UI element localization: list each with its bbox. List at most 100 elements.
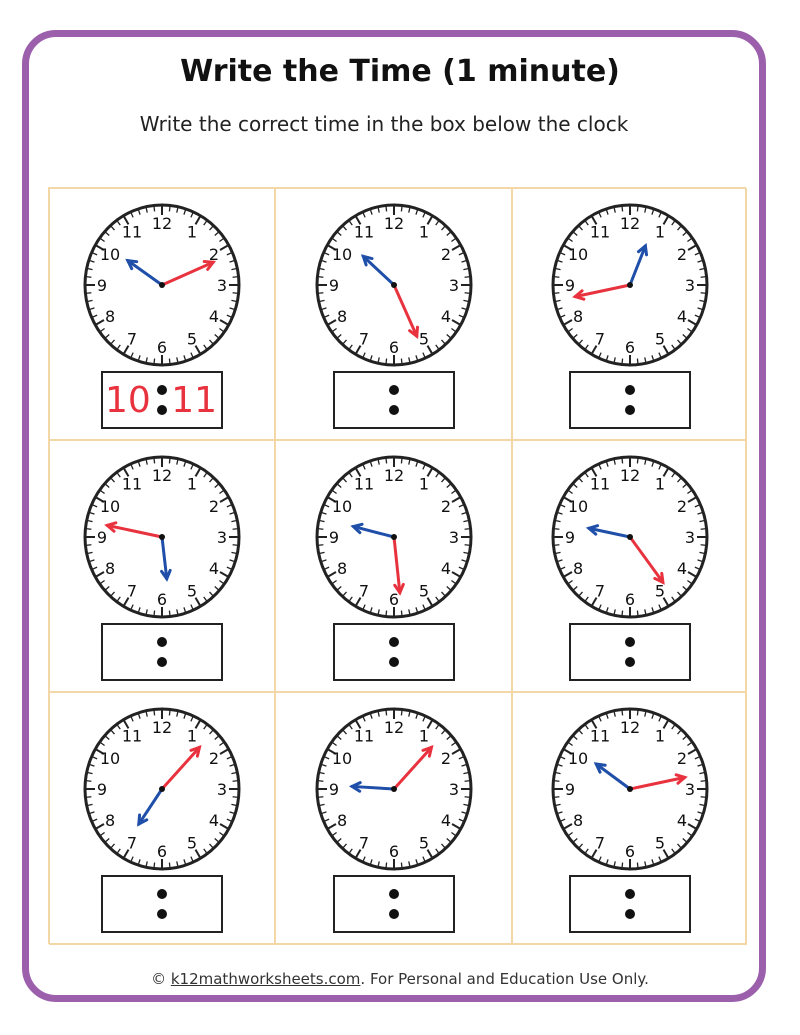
clock-number: 9 [328, 276, 338, 295]
colon-separator [157, 889, 167, 919]
minute-hand [392, 535, 405, 596]
clock-number: 1 [418, 726, 428, 745]
minute-hand [392, 745, 434, 791]
clock-number: 7 [127, 582, 137, 601]
clock-number: 4 [676, 559, 686, 578]
answer-box[interactable]: 10 11 [101, 371, 223, 429]
clock-number: 1 [187, 222, 197, 241]
clock-number: 7 [127, 834, 137, 853]
footer-link[interactable]: k12mathworksheets.com [170, 970, 361, 988]
clock-cell: 12 1 2 3 4 5 6 7 8 9 10 11 [275, 440, 512, 692]
clock-number: 1 [187, 726, 197, 745]
clock-number: 11 [122, 474, 142, 493]
answer-hour: 10 [105, 380, 151, 421]
dot [624, 637, 635, 647]
clock-cell: 12 1 2 3 4 5 6 7 8 9 10 11 [512, 440, 747, 692]
minute-hand [571, 283, 631, 301]
clock-number: 2 [209, 749, 219, 768]
dot [624, 385, 635, 395]
hour-hand [137, 787, 164, 827]
colon-separator [388, 637, 399, 667]
clock-number: 6 [388, 590, 398, 609]
clock-number: 6 [157, 338, 167, 357]
clock-pivot [626, 534, 633, 540]
minute-hand [104, 521, 164, 539]
clock-pivot [626, 282, 633, 288]
clock-number: 6 [157, 842, 167, 861]
clock-number: 2 [440, 749, 450, 768]
answer-box[interactable] [568, 623, 691, 681]
clock-number: 8 [105, 307, 115, 326]
clock-pivot [390, 282, 397, 288]
answer-box[interactable] [332, 875, 455, 933]
colon-separator [157, 637, 167, 667]
answer-box[interactable] [568, 875, 691, 933]
page-border [22, 30, 766, 1002]
clock-number: 5 [654, 582, 664, 601]
footer: © k12mathworksheets.com. For Personal an… [0, 970, 800, 988]
clock-number: 5 [418, 330, 428, 349]
clock-number: 1 [654, 474, 664, 493]
instructions: Write the correct time in the box below … [139, 112, 629, 136]
clock-number: 4 [676, 811, 686, 830]
dot [624, 657, 635, 667]
clock-number: 3 [684, 528, 694, 547]
minute-hand [628, 535, 665, 585]
clock-number: 2 [440, 245, 450, 264]
answer-box[interactable] [101, 623, 223, 681]
clock-number: 6 [388, 842, 398, 861]
clock-pivot [390, 786, 397, 792]
clock-number: 11 [122, 726, 142, 745]
clock-number: 3 [684, 276, 694, 295]
clock-number: 7 [594, 582, 604, 601]
clock-number: 11 [353, 222, 373, 241]
clock-number: 11 [589, 222, 609, 241]
hour-hand [125, 258, 164, 287]
clock-cell: 12 1 2 3 4 5 6 7 8 9 10 11 [49, 440, 275, 692]
clock-number: 5 [187, 582, 197, 601]
answer-box[interactable] [101, 875, 223, 933]
dot [157, 909, 167, 919]
clock-number: 12 [383, 718, 403, 737]
hour-hand [628, 243, 648, 287]
minute-hand [160, 745, 202, 791]
answer-minute: 11 [171, 380, 217, 421]
clock-number: 11 [589, 726, 609, 745]
clock-number: 6 [624, 338, 634, 357]
clock-number: 1 [654, 726, 664, 745]
clock-number: 12 [619, 214, 639, 233]
clock-number: 2 [440, 497, 450, 516]
clock-number: 9 [328, 528, 338, 547]
clock-number: 6 [388, 338, 398, 357]
clock-number: 5 [418, 582, 428, 601]
clock-number: 7 [358, 582, 368, 601]
clock-number: 11 [353, 474, 373, 493]
clock-number: 8 [572, 811, 582, 830]
clock-number: 7 [594, 330, 604, 349]
hour-hand [585, 524, 631, 539]
hour-hand [593, 762, 631, 791]
dot [388, 385, 399, 395]
clock-number: 12 [383, 466, 403, 485]
answer-box[interactable] [568, 371, 691, 429]
clock-cell: 12 1 2 3 4 5 6 7 8 9 10 11 [512, 188, 747, 440]
clock-number: 10 [331, 497, 351, 516]
clock-number: 9 [328, 780, 338, 799]
clock-number: 10 [567, 749, 587, 768]
clock-number: 1 [654, 222, 664, 241]
minute-hand [392, 283, 419, 340]
clock-number: 8 [572, 307, 582, 326]
clock-number: 3 [217, 528, 227, 547]
clock-number: 9 [564, 780, 574, 799]
answer-box[interactable] [332, 371, 455, 429]
dot [388, 657, 399, 667]
clock-number: 10 [100, 497, 120, 516]
clock-cell: 12 1 2 3 4 5 6 7 8 9 10 11 [275, 188, 512, 440]
clock-number: 10 [100, 749, 120, 768]
minute-hand [160, 259, 217, 287]
dot [388, 405, 399, 415]
answer-box[interactable] [332, 623, 455, 681]
